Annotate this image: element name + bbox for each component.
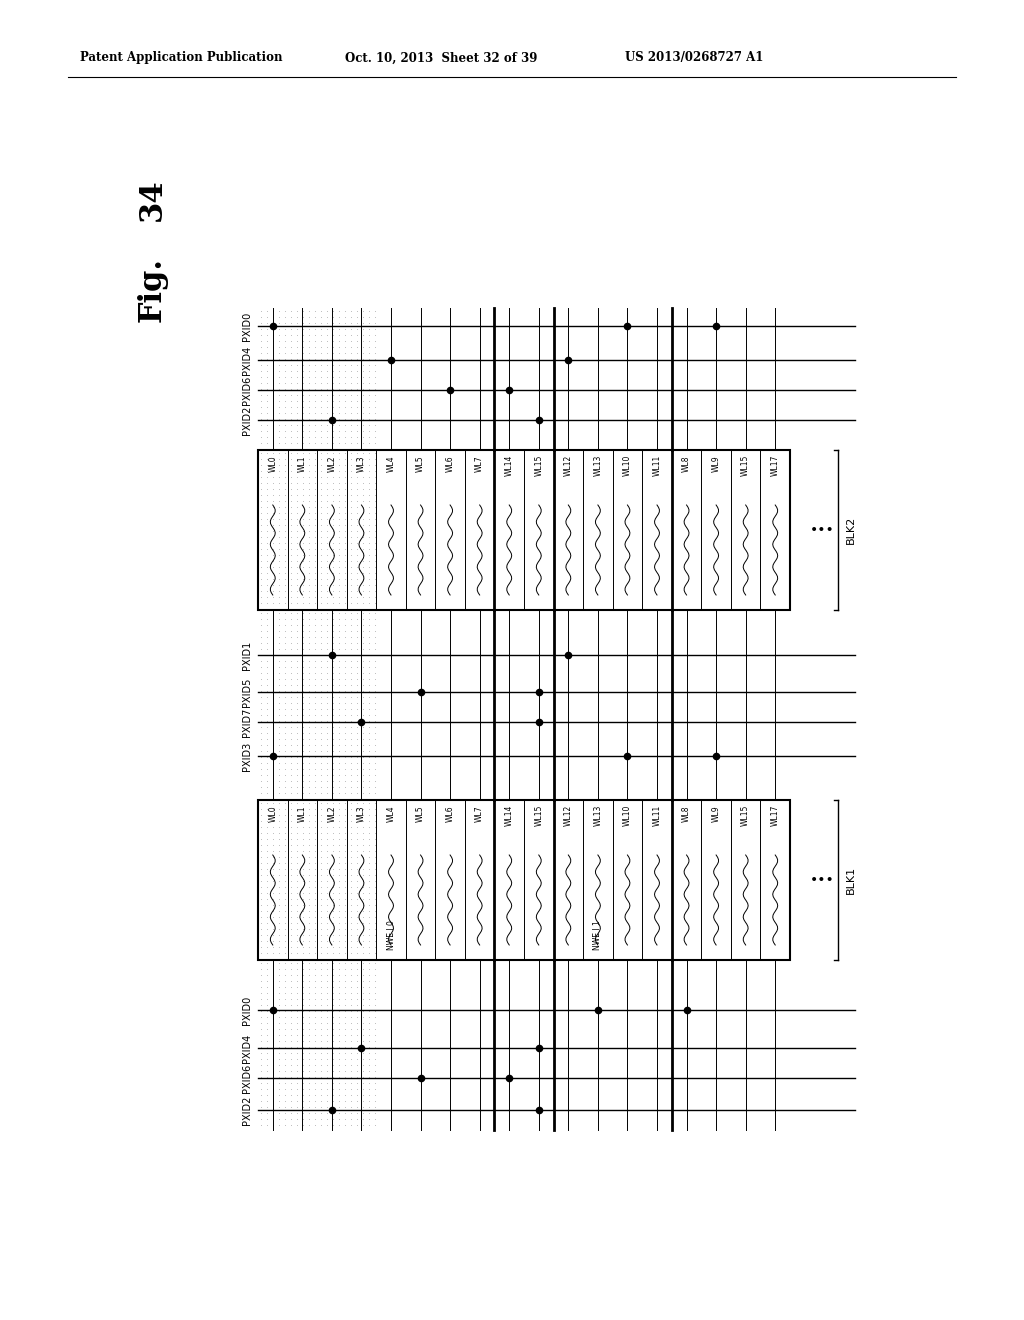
Text: WL8: WL8 xyxy=(682,805,691,821)
Text: WL6: WL6 xyxy=(445,455,455,471)
Text: PXID5: PXID5 xyxy=(242,677,252,706)
Text: PXID2: PXID2 xyxy=(242,405,252,434)
Text: WL10: WL10 xyxy=(623,455,632,477)
Text: PXID7: PXID7 xyxy=(242,708,252,737)
Text: Fig.: Fig. xyxy=(136,257,168,322)
Text: WL5: WL5 xyxy=(416,805,425,821)
Text: WL2: WL2 xyxy=(328,455,337,471)
Text: WL0: WL0 xyxy=(268,805,278,821)
Text: PXID2: PXID2 xyxy=(242,1096,252,1125)
Text: BLK1: BLK1 xyxy=(846,866,856,894)
Text: PXID0: PXID0 xyxy=(242,312,252,341)
Text: WL13: WL13 xyxy=(593,455,602,477)
Text: WL1: WL1 xyxy=(298,805,307,821)
Text: WL11: WL11 xyxy=(652,455,662,477)
Text: WL14: WL14 xyxy=(505,455,514,477)
Text: WL10: WL10 xyxy=(623,805,632,826)
Text: WL3: WL3 xyxy=(357,805,366,821)
Text: WL6: WL6 xyxy=(445,805,455,821)
Text: WL4: WL4 xyxy=(386,805,395,821)
Text: PXID4: PXID4 xyxy=(242,1034,252,1063)
Text: WL2: WL2 xyxy=(328,805,337,821)
Text: PXID6: PXID6 xyxy=(242,375,252,405)
Bar xyxy=(258,450,790,610)
Text: Patent Application Publication: Patent Application Publication xyxy=(80,51,283,65)
Text: PXID1: PXID1 xyxy=(242,640,252,669)
Text: PXID0: PXID0 xyxy=(242,995,252,1024)
Text: PXID3: PXID3 xyxy=(242,742,252,771)
Text: WL7: WL7 xyxy=(475,455,484,471)
Text: WL11: WL11 xyxy=(652,805,662,826)
Text: •••: ••• xyxy=(810,523,835,537)
Text: WL15: WL15 xyxy=(535,805,544,826)
Text: WL14: WL14 xyxy=(505,805,514,826)
Text: WL15: WL15 xyxy=(741,455,751,477)
Text: WL9: WL9 xyxy=(712,805,721,821)
Text: 34: 34 xyxy=(136,178,168,222)
Text: US 2013/0268727 A1: US 2013/0268727 A1 xyxy=(625,51,763,65)
Text: PXID4: PXID4 xyxy=(242,346,252,375)
Text: WL3: WL3 xyxy=(357,455,366,471)
Text: WL9: WL9 xyxy=(712,455,721,471)
Text: WL12: WL12 xyxy=(564,455,572,477)
Text: WL5: WL5 xyxy=(416,455,425,471)
Text: WL8: WL8 xyxy=(682,455,691,471)
Text: WL1: WL1 xyxy=(298,455,307,471)
Bar xyxy=(258,800,790,960)
Text: Oct. 10, 2013  Sheet 32 of 39: Oct. 10, 2013 Sheet 32 of 39 xyxy=(345,51,538,65)
Text: WL17: WL17 xyxy=(771,805,779,826)
Text: WL0: WL0 xyxy=(268,455,278,471)
Text: WL15: WL15 xyxy=(741,805,751,826)
Text: BLK2: BLK2 xyxy=(846,516,856,544)
Text: WL13: WL13 xyxy=(593,805,602,826)
Text: WL7: WL7 xyxy=(475,805,484,821)
Text: NWE I 0: NWE I 0 xyxy=(386,920,395,950)
Text: WL17: WL17 xyxy=(771,455,779,477)
Text: •••: ••• xyxy=(810,873,835,887)
Text: NWE I 1: NWE I 1 xyxy=(593,920,602,950)
Text: WL4: WL4 xyxy=(386,455,395,471)
Text: PXID6: PXID6 xyxy=(242,1064,252,1093)
Text: WL15: WL15 xyxy=(535,455,544,477)
Text: WL12: WL12 xyxy=(564,805,572,826)
